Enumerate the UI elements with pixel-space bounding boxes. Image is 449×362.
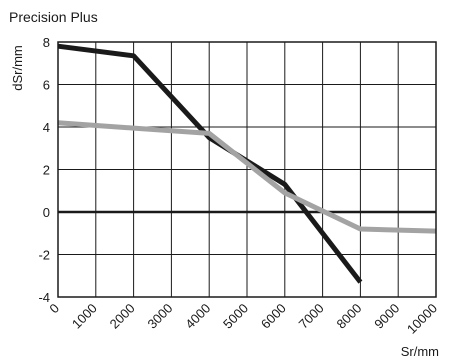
- chart-title: Precision Plus: [9, 9, 98, 25]
- y-tick-label-4: 4: [43, 120, 50, 135]
- x-tick-label-4: 4000: [182, 301, 213, 332]
- y-axis-label: dSr/mm: [10, 45, 25, 91]
- series-group: [57, 43, 437, 284]
- x-tick-label-2: 2000: [107, 301, 138, 332]
- x-tick-label-10: 10000: [404, 301, 440, 337]
- x-axis-label: Sr/mm: [401, 344, 439, 359]
- x-tick-label-5: 5000: [220, 301, 251, 332]
- y-tick-label-5: 6: [43, 78, 50, 93]
- series-line-1: [57, 43, 363, 284]
- plot-frame: [57, 41, 437, 298]
- y-tick-label-0: -4: [38, 290, 50, 305]
- series-line-2: [57, 120, 437, 234]
- x-tick-labels: 0 1000 2000 3000 4000 5000 6000 7000 8000 9000 100…: [46, 301, 440, 337]
- x-tick-label-7: 7000: [296, 301, 327, 332]
- x-tick-label-0: 0: [46, 301, 62, 317]
- y-tick-label-6: 8: [43, 35, 50, 50]
- y-tick-label-1: -2: [38, 248, 50, 263]
- x-tick-label-3: 3000: [144, 301, 175, 332]
- x-tick-label-6: 6000: [258, 301, 289, 332]
- y-tick-labels: -4 -2 0 2 4 6 8: [38, 35, 50, 305]
- grid: [57, 41, 437, 298]
- y-tick-label-3: 2: [43, 163, 50, 178]
- x-tick-label-1: 1000: [69, 301, 100, 332]
- x-tick-label-8: 8000: [333, 301, 364, 332]
- x-tick-label-9: 9000: [371, 301, 402, 332]
- y-tick-label-2: 0: [43, 205, 50, 220]
